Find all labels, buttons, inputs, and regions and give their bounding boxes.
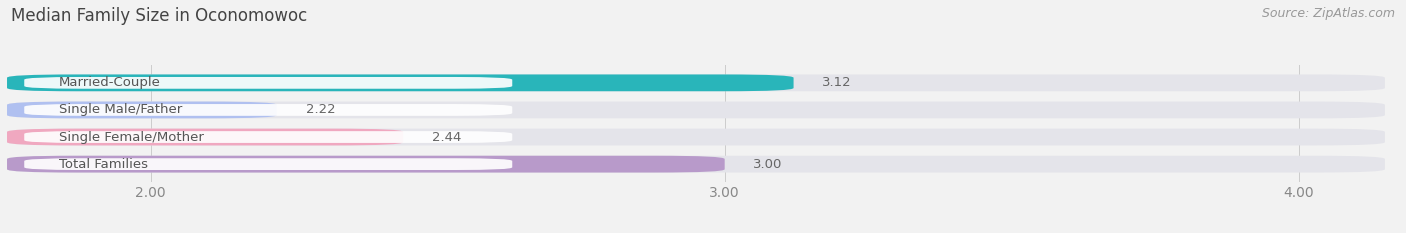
Text: 3.12: 3.12 <box>823 76 852 89</box>
FancyBboxPatch shape <box>7 102 1385 118</box>
Text: Source: ZipAtlas.com: Source: ZipAtlas.com <box>1261 7 1395 20</box>
FancyBboxPatch shape <box>24 131 512 143</box>
FancyBboxPatch shape <box>7 156 724 172</box>
Text: 2.22: 2.22 <box>305 103 335 116</box>
Text: Single Male/Father: Single Male/Father <box>59 103 181 116</box>
FancyBboxPatch shape <box>24 158 512 170</box>
FancyBboxPatch shape <box>7 102 277 118</box>
FancyBboxPatch shape <box>24 104 512 116</box>
FancyBboxPatch shape <box>7 129 1385 145</box>
FancyBboxPatch shape <box>7 156 1385 172</box>
Text: 2.44: 2.44 <box>432 130 461 144</box>
Text: Single Female/Mother: Single Female/Mother <box>59 130 204 144</box>
FancyBboxPatch shape <box>7 75 793 91</box>
FancyBboxPatch shape <box>7 75 1385 91</box>
Text: Median Family Size in Oconomowoc: Median Family Size in Oconomowoc <box>11 7 308 25</box>
FancyBboxPatch shape <box>7 129 404 145</box>
Text: Total Families: Total Families <box>59 158 148 171</box>
FancyBboxPatch shape <box>24 77 512 89</box>
Text: 3.00: 3.00 <box>754 158 783 171</box>
Text: Married-Couple: Married-Couple <box>59 76 160 89</box>
